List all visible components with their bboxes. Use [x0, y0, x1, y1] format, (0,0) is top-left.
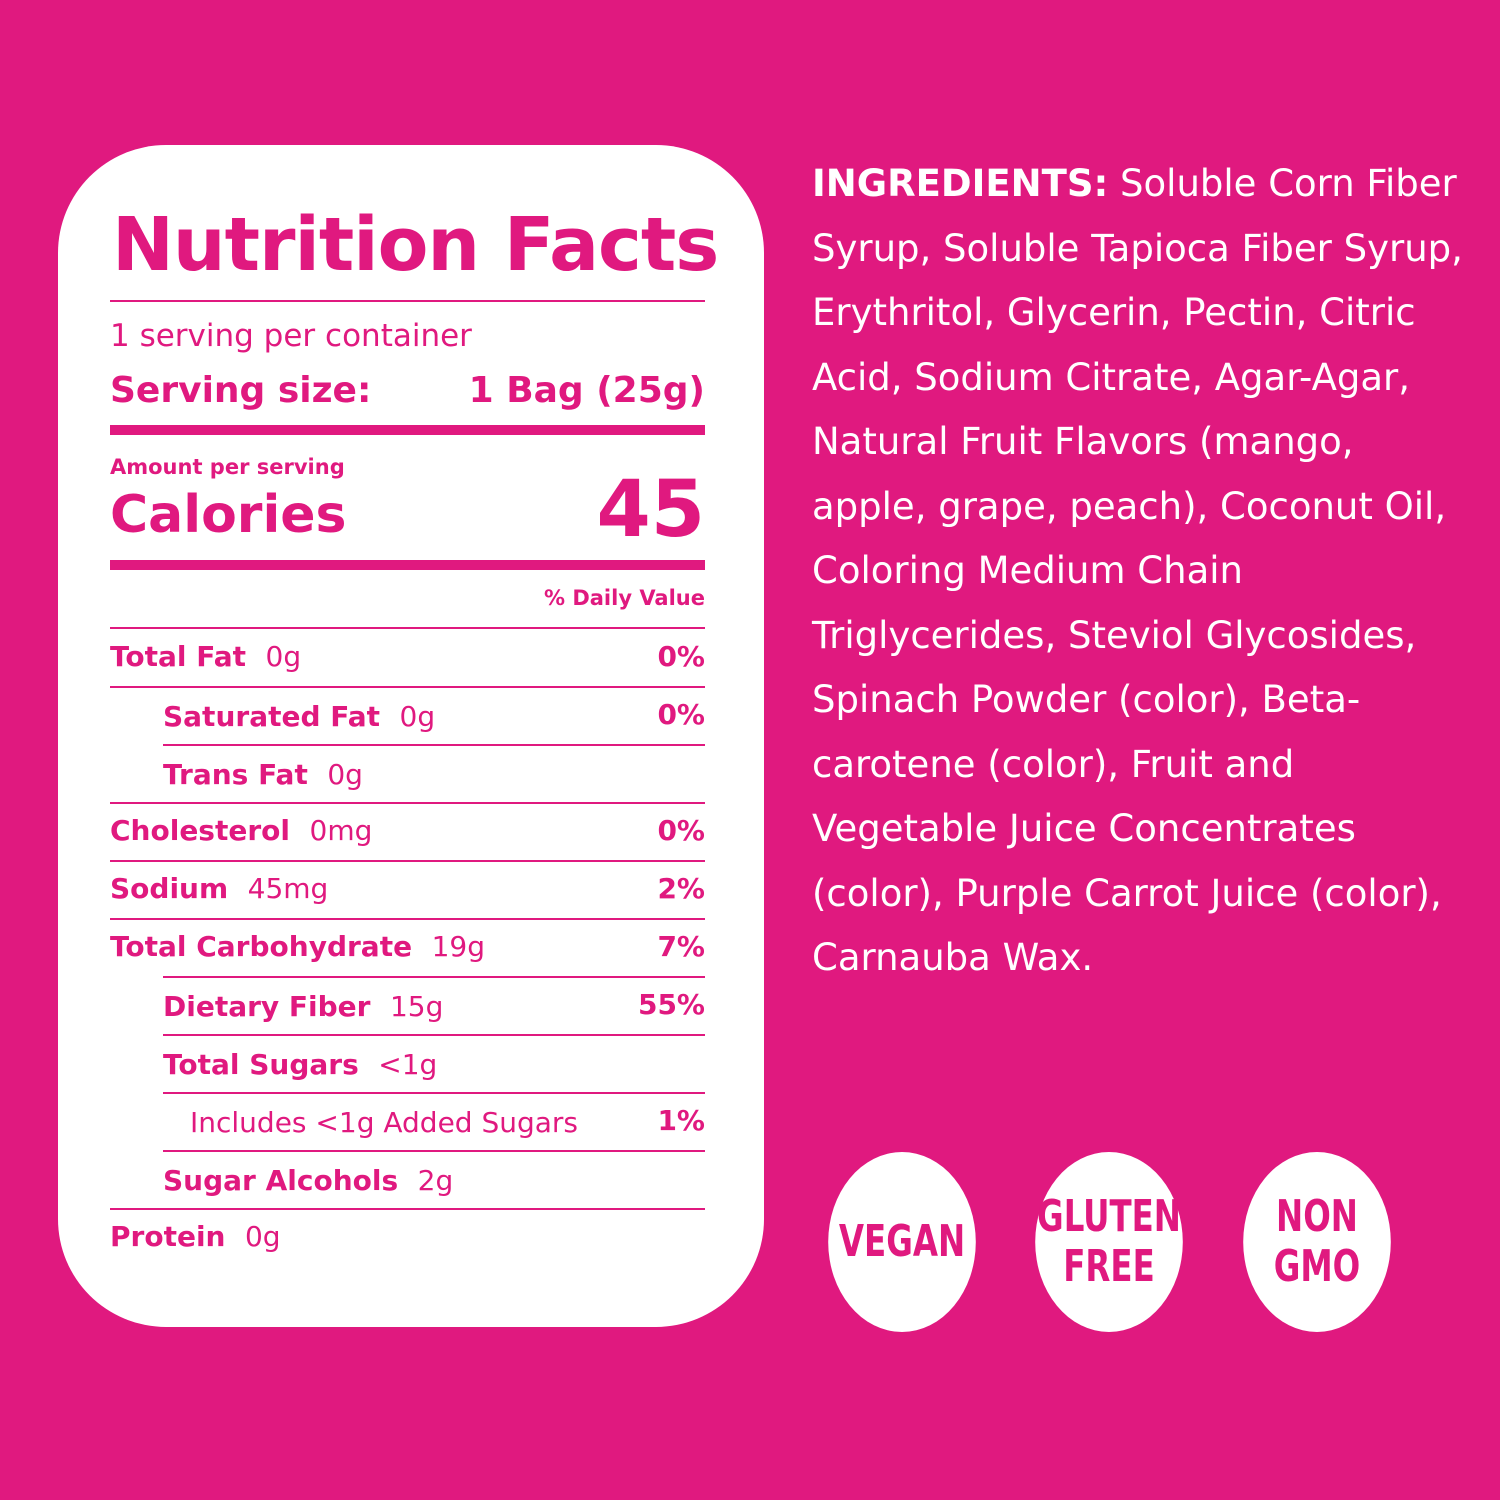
ingredients-list: Soluble Corn Fiber Syrup, Soluble Tapioc… — [812, 162, 1463, 979]
nutrient-row-dv: 7% — [657, 930, 705, 963]
nutrient-row-dv: 0% — [657, 640, 705, 673]
divider-thick-calories — [110, 560, 705, 570]
nutrient-row-name: Saturated Fat 0g — [163, 700, 436, 733]
nutrient-row-dv: 1% — [657, 1104, 705, 1137]
nutrient-row-dv: 0% — [657, 814, 705, 847]
divider-thick-serving — [110, 425, 705, 435]
divider-row — [163, 1092, 705, 1094]
divider-row — [163, 976, 705, 978]
divider-row — [110, 918, 705, 920]
badge-text: GLUTEN — [1037, 1191, 1181, 1242]
divider-row — [110, 860, 705, 862]
nutrient-row-dv: 2% — [657, 872, 705, 905]
nutrition-facts-title: Nutrition Facts — [112, 202, 719, 288]
nutrient-row-name: Total Sugars <1g — [163, 1048, 438, 1081]
nutrition-facts-panel — [58, 145, 764, 1327]
nutrient-row-name: Cholesterol 0mg — [110, 814, 373, 847]
serving-size-value: 1 Bag (25g) — [468, 370, 705, 411]
amount-per-serving: Amount per serving — [110, 455, 345, 479]
serving-size-label: Serving size: — [110, 370, 372, 411]
divider-row — [110, 802, 705, 804]
servings-per-container: 1 serving per container — [110, 318, 472, 354]
vegan-badge: VEGAN — [828, 1152, 976, 1332]
non-gmo-badge: NON GMO — [1243, 1152, 1391, 1332]
nutrient-row-name: Sugar Alcohols 2g — [163, 1164, 454, 1197]
nutrient-row-name: Total Fat 0g — [110, 640, 302, 673]
divider-row — [110, 627, 705, 629]
nutrient-row-name: Total Carbohydrate 19g — [110, 930, 485, 963]
nutrient-row-name: Sodium 45mg — [110, 872, 329, 905]
calories-value: 45 — [596, 465, 705, 555]
divider-row — [163, 1034, 705, 1036]
nutrient-row-name: Protein 0g — [110, 1220, 281, 1253]
nutrient-row-name: Includes <1g Added Sugars — [190, 1106, 579, 1139]
gluten-free-badge: GLUTEN FREE — [1035, 1152, 1183, 1332]
badge-text: FREE — [1063, 1241, 1155, 1292]
badge-text: NON — [1276, 1191, 1358, 1242]
nutrient-row-dv: 0% — [657, 698, 705, 731]
divider-row — [163, 1150, 705, 1152]
divider-row — [110, 1208, 705, 1210]
calories-label: Calories — [110, 485, 347, 545]
ingredients-label: INGREDIENTS: — [812, 162, 1109, 205]
nutrient-row-name: Trans Fat 0g — [163, 758, 363, 791]
divider-row — [110, 686, 705, 688]
ingredients-text: INGREDIENTS: Soluble Corn Fiber Syrup, S… — [812, 152, 1472, 991]
nutrient-row-dv: 55% — [637, 988, 705, 1021]
daily-value-header: % Daily Value — [543, 586, 705, 610]
divider-title — [110, 300, 705, 302]
divider-row — [163, 744, 705, 746]
badge-text: GMO — [1273, 1241, 1361, 1292]
badge-text: VEGAN — [838, 1216, 966, 1267]
nutrient-row-name: Dietary Fiber 15g — [163, 990, 444, 1023]
